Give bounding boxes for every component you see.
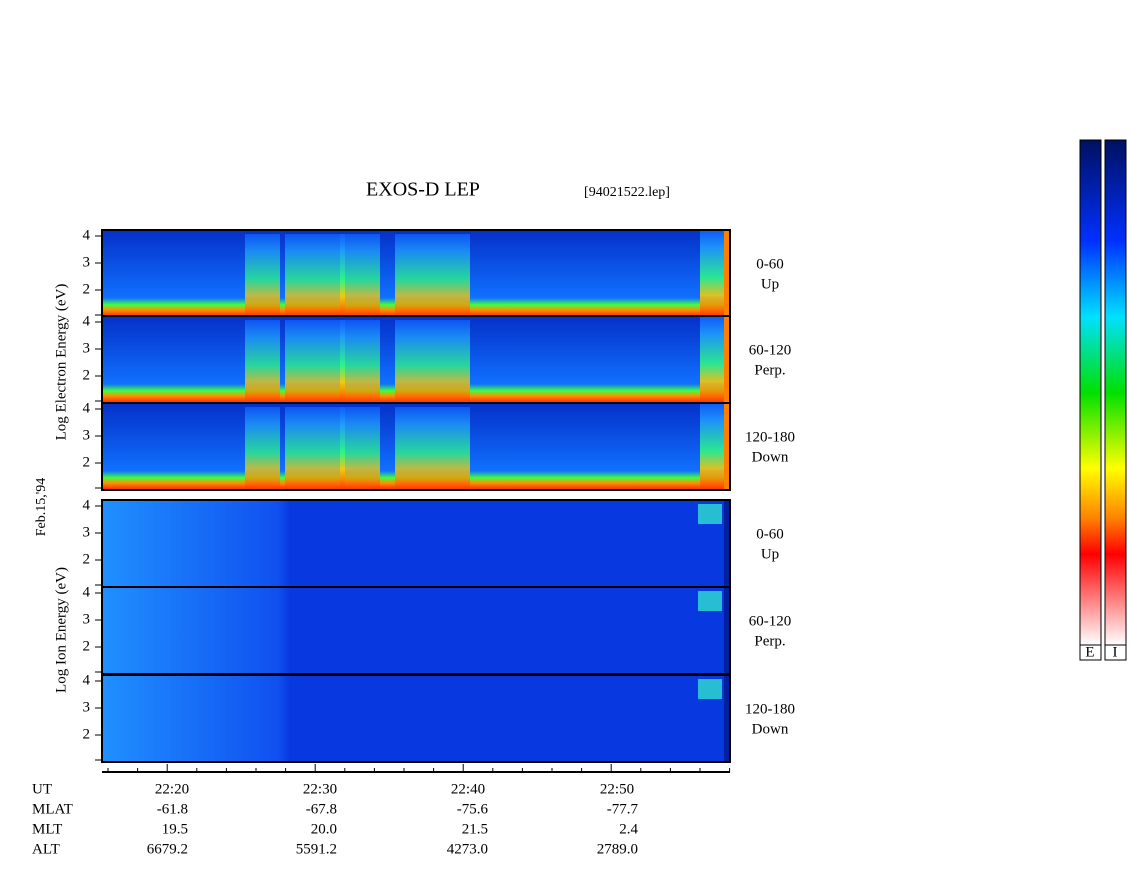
active-region — [340, 320, 380, 403]
panel-angle: 60-120 — [749, 342, 792, 358]
footer-value: -75.6 — [457, 801, 489, 817]
footer-value: 22:30 — [303, 781, 337, 797]
y-tick-label: 4 — [83, 584, 91, 600]
footer-value: -67.8 — [306, 801, 337, 817]
footer-label: MLT — [32, 821, 62, 837]
active-region — [395, 320, 470, 403]
active-region — [285, 407, 345, 490]
y-tick-label: 3 — [83, 611, 91, 627]
active-region — [698, 591, 722, 611]
spectrogram-panel — [102, 500, 730, 587]
active-region — [700, 230, 725, 317]
panel-angle: 120-180 — [745, 429, 795, 445]
panel-direction: Down — [752, 721, 789, 737]
active-region — [285, 234, 345, 317]
y-tick-label: 4 — [83, 400, 91, 416]
title: EXOS-D LEP — [366, 179, 480, 201]
y-tick-label: 2 — [83, 454, 91, 470]
colorbar-label-box — [1079, 644, 1102, 661]
panel-direction: Perp. — [754, 362, 785, 378]
panel-edge — [724, 587, 730, 674]
y-tick-label: 3 — [83, 254, 91, 270]
footer-value: -61.8 — [157, 801, 188, 817]
panel-edge — [724, 500, 730, 587]
panel-angle: 120-180 — [745, 701, 795, 717]
y-tick-label: 4 — [83, 313, 91, 329]
footer-value: 19.5 — [162, 821, 188, 837]
footer-value: 2.4 — [619, 821, 638, 837]
active-region — [700, 316, 725, 403]
footer-value: 20.0 — [311, 821, 337, 837]
y-tick-label: 3 — [83, 340, 91, 356]
active-region — [245, 234, 280, 317]
y-tick-label: 3 — [83, 524, 91, 540]
panel-edge — [724, 675, 730, 762]
electron-axis-label: Log Electron Energy (eV) — [53, 284, 69, 441]
colorbar-label: I — [1113, 644, 1118, 660]
active-region — [340, 234, 380, 317]
panel-frame — [101, 402, 731, 491]
panel-frame — [101, 674, 731, 763]
footer-value: 4273.0 — [447, 841, 488, 857]
date: Feb.15,'94 — [34, 478, 49, 537]
colorbars: E I — [1079, 139, 1127, 661]
footer-value: 22:20 — [155, 781, 189, 797]
footer-value: -77.7 — [607, 801, 639, 817]
footer-label: ALT — [32, 841, 60, 857]
active-region — [700, 403, 725, 490]
footer-value: 6679.2 — [147, 841, 188, 857]
file-name: [94021522.lep] — [584, 185, 670, 200]
panel-direction: Up — [761, 546, 779, 562]
active-region — [340, 407, 380, 490]
colorbar — [1104, 139, 1127, 646]
colorbar-label-box — [1104, 644, 1127, 661]
y-tick-label: 4 — [83, 672, 91, 688]
panel-edge — [724, 403, 730, 490]
panel-edge — [724, 230, 730, 317]
y-tick-label: 4 — [83, 497, 91, 513]
active-region — [395, 234, 470, 317]
spectrogram-panel — [102, 675, 730, 762]
spectrogram-panel — [102, 587, 730, 674]
footer-value: 22:40 — [451, 781, 485, 797]
panel-direction: Up — [761, 276, 779, 292]
active-region — [245, 320, 280, 403]
active-region — [698, 504, 722, 524]
y-tick-label: 2 — [83, 551, 91, 567]
footer-label: MLAT — [32, 801, 73, 817]
colorbar-label: E — [1085, 644, 1094, 660]
active-region — [698, 679, 722, 699]
footer-value: 2789.0 — [597, 841, 638, 857]
y-tick-label: 2 — [83, 638, 91, 654]
footer-value: 5591.2 — [296, 841, 337, 857]
footer-value: 21.5 — [462, 821, 488, 837]
footer-value: 22:50 — [600, 781, 634, 797]
y-tick-label: 3 — [83, 427, 91, 443]
panel-angle: 0-60 — [756, 526, 784, 542]
y-tick-label: 4 — [83, 227, 91, 243]
active-region — [395, 407, 470, 490]
panel-edge — [724, 316, 730, 403]
ion-axis-label: Log Ion Energy (eV) — [53, 567, 69, 693]
active-region — [285, 320, 345, 403]
active-region — [245, 407, 280, 490]
y-tick-label: 3 — [83, 699, 91, 715]
panel-angle: 0-60 — [756, 256, 784, 272]
panel-direction: Perp. — [754, 633, 785, 649]
colorbar — [1079, 139, 1102, 646]
footer-label: UT — [32, 781, 52, 797]
y-tick-label: 2 — [83, 726, 91, 742]
y-tick-label: 2 — [83, 281, 91, 297]
y-tick-label: 2 — [83, 367, 91, 383]
panel-angle: 60-120 — [749, 613, 792, 629]
panel-direction: Down — [752, 449, 789, 465]
